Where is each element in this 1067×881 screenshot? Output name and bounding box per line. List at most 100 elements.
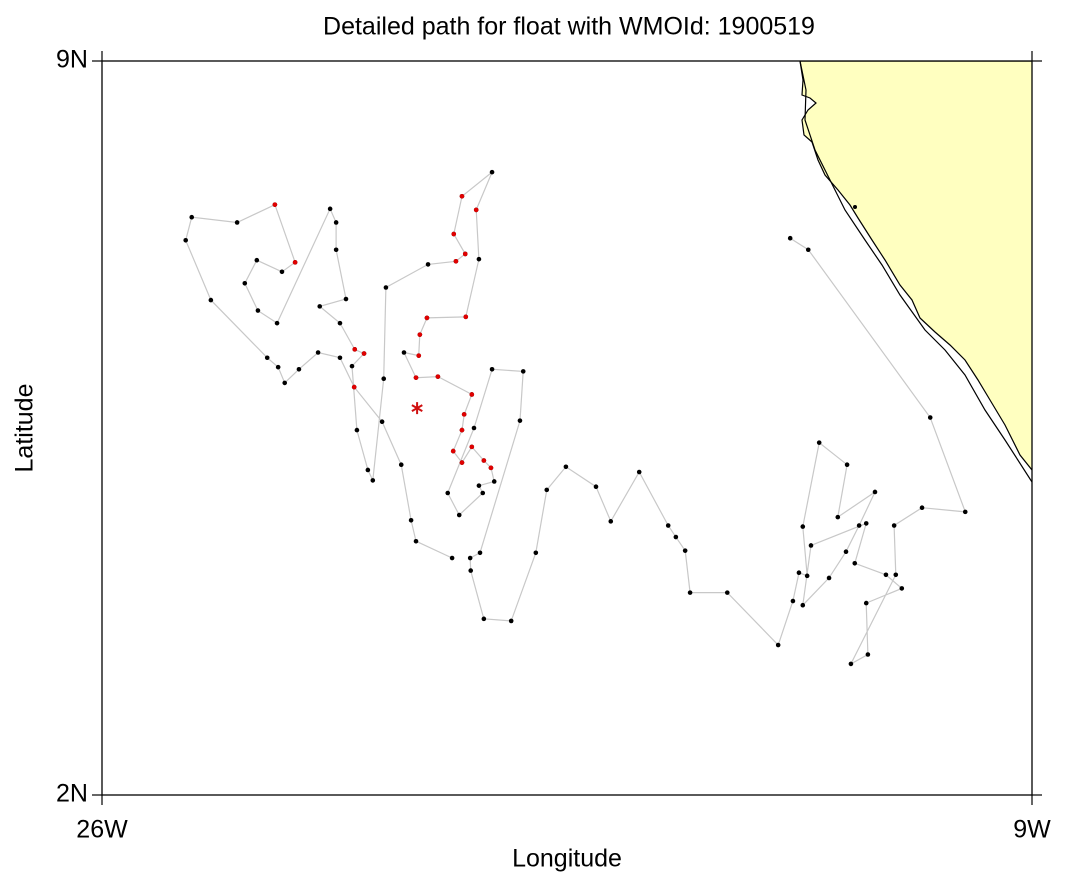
profile-point [800, 524, 806, 529]
x-axis-label: Longitude [512, 845, 622, 873]
profile-point [327, 206, 333, 212]
profile-point [272, 202, 278, 207]
profile-point [469, 444, 475, 450]
shelf-contour [799, 61, 1032, 483]
profile-point [282, 380, 288, 386]
profile-point [665, 523, 671, 528]
profile-point [808, 543, 814, 548]
profile-point [544, 487, 550, 493]
profile-point [459, 460, 465, 465]
profile-point [352, 347, 358, 352]
profile-point [354, 427, 360, 433]
profile-point [517, 418, 523, 423]
profile-point [425, 262, 431, 267]
start-marker [411, 402, 423, 415]
profile-point [242, 280, 248, 286]
profile-point [962, 509, 968, 515]
profile-point [593, 484, 599, 490]
profile-point [481, 458, 487, 463]
land [799, 61, 1032, 471]
profile-point [865, 652, 871, 657]
profile-point [491, 479, 497, 484]
profile-point [365, 467, 371, 473]
coastline [799, 61, 1032, 483]
profile-point [461, 412, 467, 417]
profile-point [337, 320, 343, 326]
profile-point [264, 355, 270, 361]
profile-point [800, 602, 806, 608]
profile-point [189, 214, 195, 220]
profile-point [401, 350, 407, 355]
profile-point [274, 320, 280, 326]
profile-point [471, 425, 477, 431]
x-tick-label: 26W [76, 816, 128, 844]
profile-point [844, 462, 850, 468]
profile-point [379, 419, 385, 425]
profile-point [863, 521, 869, 526]
profile-point [417, 332, 423, 337]
profile-point [476, 483, 482, 488]
profile-point [333, 247, 339, 253]
profile-point [279, 269, 285, 275]
chart-title: Detailed path for float with WMOId: 1900… [323, 13, 815, 41]
profile-point [343, 296, 349, 302]
profile-point [927, 415, 933, 420]
profile-point [863, 600, 869, 606]
profile-point [445, 490, 451, 496]
profile-point [790, 598, 796, 604]
profile-point [424, 315, 430, 321]
profile-point [787, 235, 793, 241]
profile-point [489, 366, 495, 372]
profile-point [463, 314, 469, 320]
profile-point [381, 376, 387, 382]
profile-point [899, 586, 905, 591]
profile-point [453, 258, 459, 264]
profile-point [508, 618, 514, 624]
profile-point [315, 350, 321, 355]
profile-point [398, 462, 404, 468]
profile-point [481, 616, 487, 622]
profile-point [473, 207, 479, 213]
profile-point [435, 374, 441, 379]
profile-point [804, 573, 810, 579]
float-track [183, 169, 968, 667]
profile-point [183, 238, 188, 243]
profile-point [673, 534, 679, 540]
profile-point [563, 464, 569, 470]
profile-point [234, 220, 240, 225]
profile-point [919, 505, 925, 510]
profile-point [891, 523, 897, 528]
profile-point [477, 550, 483, 556]
profile-point [826, 575, 832, 581]
profile-point [469, 392, 475, 397]
profile-point [459, 427, 465, 433]
profile-point [451, 231, 457, 237]
profile-point [852, 560, 858, 566]
profile-point [796, 570, 802, 576]
profile-point [520, 369, 526, 374]
profile-point [816, 440, 822, 445]
y-axis-label: Latitude [11, 384, 39, 473]
profile-point [636, 469, 642, 475]
profile-point [724, 590, 730, 595]
profile-point [408, 517, 414, 523]
y-tick-label: 2N [56, 780, 88, 808]
profile-point [292, 260, 298, 265]
island [853, 205, 857, 209]
profile-point [333, 220, 339, 225]
profile-point [337, 355, 343, 361]
profile-point [349, 363, 355, 369]
profile-point [533, 550, 539, 556]
profile-point [883, 572, 889, 578]
profile-point [459, 193, 465, 199]
profile-point [351, 384, 357, 390]
profile-point [835, 514, 841, 520]
profile-point [687, 590, 693, 595]
profile-point [449, 555, 455, 561]
profile-point [476, 256, 482, 262]
profile-point [413, 375, 419, 380]
profile-point [383, 285, 389, 290]
profile-point [856, 523, 862, 528]
profile-point [413, 538, 419, 544]
